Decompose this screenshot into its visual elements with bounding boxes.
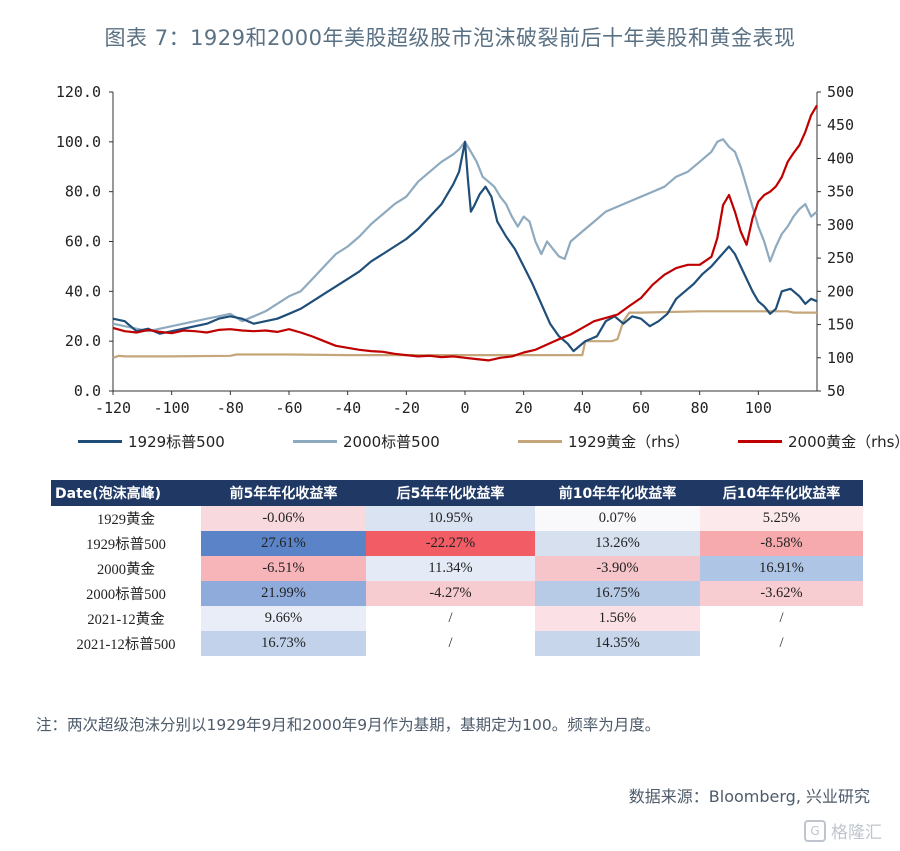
legend-label: 2000标普500 [343, 433, 440, 451]
table-cell: 0.07% [535, 506, 700, 531]
table-cell: -3.62% [700, 581, 863, 606]
row-label: 2021-12黄金 [51, 606, 201, 631]
table-header-row: Date(泡沫高峰) 前5年年化收益率 后5年年化收益率 前10年年化收益率 后10年年… [51, 480, 863, 506]
table-cell: 9.66% [201, 606, 366, 631]
table-header-cell: 后5年年化收益率 [366, 480, 535, 506]
y-right-tick-label: 150 [827, 316, 854, 334]
legend-item: 2000黄金（rhs） [738, 431, 900, 452]
y-right-tick-label: 400 [827, 149, 854, 167]
legend-swatch [518, 440, 562, 443]
table-row: 1929黄金 -0.06% 10.95% 0.07% 5.25% [51, 506, 863, 531]
series-line-3 [112, 104, 818, 362]
table-cell: 16.73% [201, 631, 366, 656]
y-left-tick-label: 80.0 [65, 183, 101, 201]
table-cell: 16.91% [700, 556, 863, 581]
x-tick-label: 20 [515, 399, 533, 415]
row-label: 2021-12标普500 [51, 631, 201, 656]
legend: 1929标普500 2000标普500 1929黄金（rhs） 2000黄金（rhs） [78, 431, 900, 453]
y-left-tick-label: 120.0 [56, 83, 101, 101]
y-right-tick-label: 100 [827, 349, 854, 367]
x-tick-label: -60 [275, 399, 302, 415]
series-line-1 [112, 138, 818, 333]
legend-swatch [738, 440, 782, 443]
legend-swatch [78, 440, 122, 443]
series-line-0 [112, 140, 818, 353]
legend-label: 1929标普500 [128, 433, 225, 451]
table-cell: -6.51% [201, 556, 366, 581]
row-label: 2000标普500 [51, 581, 201, 606]
y-right-tick-label: 250 [827, 249, 854, 267]
x-tick-label: -120 [95, 399, 131, 415]
table-cell: 14.35% [535, 631, 700, 656]
y-left-tick-label: 100.0 [56, 133, 101, 151]
source-text: 数据来源：Bloomberg, 兴业研究 [628, 787, 870, 806]
table-header-cell: Date(泡沫高峰) [51, 480, 201, 506]
y-left-tick-label: 40.0 [65, 282, 101, 300]
table-cell: / [366, 631, 535, 656]
table-cell: 21.99% [201, 581, 366, 606]
x-tick-label: 0 [460, 399, 469, 415]
table-row: 2021-12标普500 16.73%/14.35% / [51, 631, 863, 656]
table-cell: / [366, 606, 535, 631]
table-cell: 11.34% [366, 556, 535, 581]
x-tick-label: 100 [745, 399, 772, 415]
row-label: 1929标普500 [51, 531, 201, 556]
series-line-2 [112, 310, 817, 359]
table-row: 1929标普500 27.61% -22.27% 13.26% -8.58% [51, 531, 863, 556]
x-tick-label: 60 [632, 399, 650, 415]
table-cell: -0.06% [201, 506, 366, 531]
table-row: 2000黄金 -6.51% 11.34% -3.90% 16.91% [51, 556, 863, 581]
y-left-tick-label: 20.0 [65, 332, 101, 350]
legend-item: 2000标普500 [293, 431, 440, 452]
y-right-tick-label: 500 [827, 83, 854, 101]
y-right-tick-label: 450 [827, 116, 854, 134]
table-cell: / [700, 606, 863, 631]
table-cell: 16.75% [535, 581, 700, 606]
table-row: 2021-12黄金 9.66%/1.56% / [51, 606, 863, 631]
table-cell: -4.27% [366, 581, 535, 606]
watermark-logo-icon: G [804, 819, 826, 842]
table-cell: -22.27% [366, 531, 535, 556]
table-cell: / [700, 631, 863, 656]
table-header-cell: 后10年年化收益率 [700, 480, 863, 506]
watermark: G 格隆汇 [804, 818, 882, 843]
table-header-cell: 前5年年化收益率 [201, 480, 366, 506]
legend-label: 1929黄金（rhs） [568, 433, 690, 451]
table-cell: -8.58% [700, 531, 863, 556]
table-cell: 10.95% [366, 506, 535, 531]
table-cell: 5.25% [700, 506, 863, 531]
x-tick-label: 40 [573, 399, 591, 415]
footnote: 注：两次超级泡沫分别以1929年9月和2000年9月作为基期，基期定为100。频… [36, 716, 661, 734]
table-header-cell: 前10年年化收益率 [535, 480, 700, 506]
y-right-tick-label: 50 [827, 382, 845, 400]
table-cell: 13.26% [535, 531, 700, 556]
row-label: 1929黄金 [51, 506, 201, 531]
returns-table: Date(泡沫高峰) 前5年年化收益率 后5年年化收益率 前10年年化收益率 后10年年… [51, 480, 863, 656]
legend-item: 1929标普500 [78, 431, 225, 452]
table-cell: -3.90% [535, 556, 700, 581]
legend-swatch [293, 440, 337, 443]
y-left-tick-label: 60.0 [65, 233, 101, 251]
table-row: 2000标普500 21.99% -4.27% 16.75% -3.62% [51, 581, 863, 606]
y-left-tick-label: 0.0 [74, 382, 101, 400]
x-tick-label: -20 [393, 399, 420, 415]
row-label: 2000黄金 [51, 556, 201, 581]
table-body: 1929黄金 -0.06% 10.95% 0.07% 5.25% 1929标普500 27.… [51, 506, 863, 656]
x-tick-label: 80 [691, 399, 709, 415]
watermark-text: 格隆汇 [831, 823, 882, 843]
x-tick-label: -80 [217, 399, 244, 415]
table-cell: 1.56% [535, 606, 700, 631]
x-tick-label: -40 [334, 399, 361, 415]
y-right-tick-label: 200 [827, 282, 854, 300]
legend-item: 1929黄金（rhs） [518, 431, 689, 452]
chart-title: 图表 7：1929和2000年美股超级股市泡沫破裂前后十年美股和黄金表现 [104, 26, 796, 50]
line-chart: 0.020.040.060.080.0100.0120.050100150200… [56, 83, 854, 415]
table-cell: 27.61% [201, 531, 366, 556]
y-right-tick-label: 300 [827, 216, 854, 234]
x-tick-label: -100 [154, 399, 190, 415]
y-right-tick-label: 350 [827, 183, 854, 201]
legend-label: 2000黄金（rhs） [788, 433, 900, 451]
